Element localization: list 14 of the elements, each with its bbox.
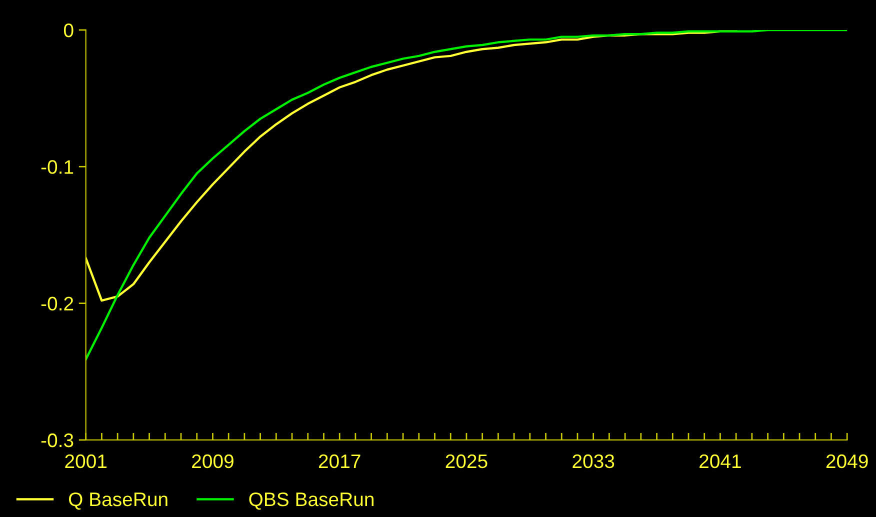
x-tick-label: 2041: [700, 454, 741, 468]
x-tick-label: 2025: [446, 454, 488, 468]
legend-label: QBS BaseRun: [249, 492, 374, 510]
y-tick-label: -0.1: [41, 160, 74, 174]
x-tick-label: 2033: [572, 454, 614, 468]
x-tick-label: 2049: [826, 454, 868, 468]
y-tick-label: -0.3: [41, 433, 74, 448]
line-series: [86, 30, 848, 360]
x-tick-label: 2017: [318, 454, 360, 468]
x-tick-label: 2001: [65, 454, 107, 468]
y-tick-label: -0.2: [41, 296, 74, 311]
y-tick-label: 0: [64, 23, 74, 38]
legend-label: Q BaseRun: [68, 492, 168, 510]
x-tick-label: 2009: [192, 454, 234, 468]
